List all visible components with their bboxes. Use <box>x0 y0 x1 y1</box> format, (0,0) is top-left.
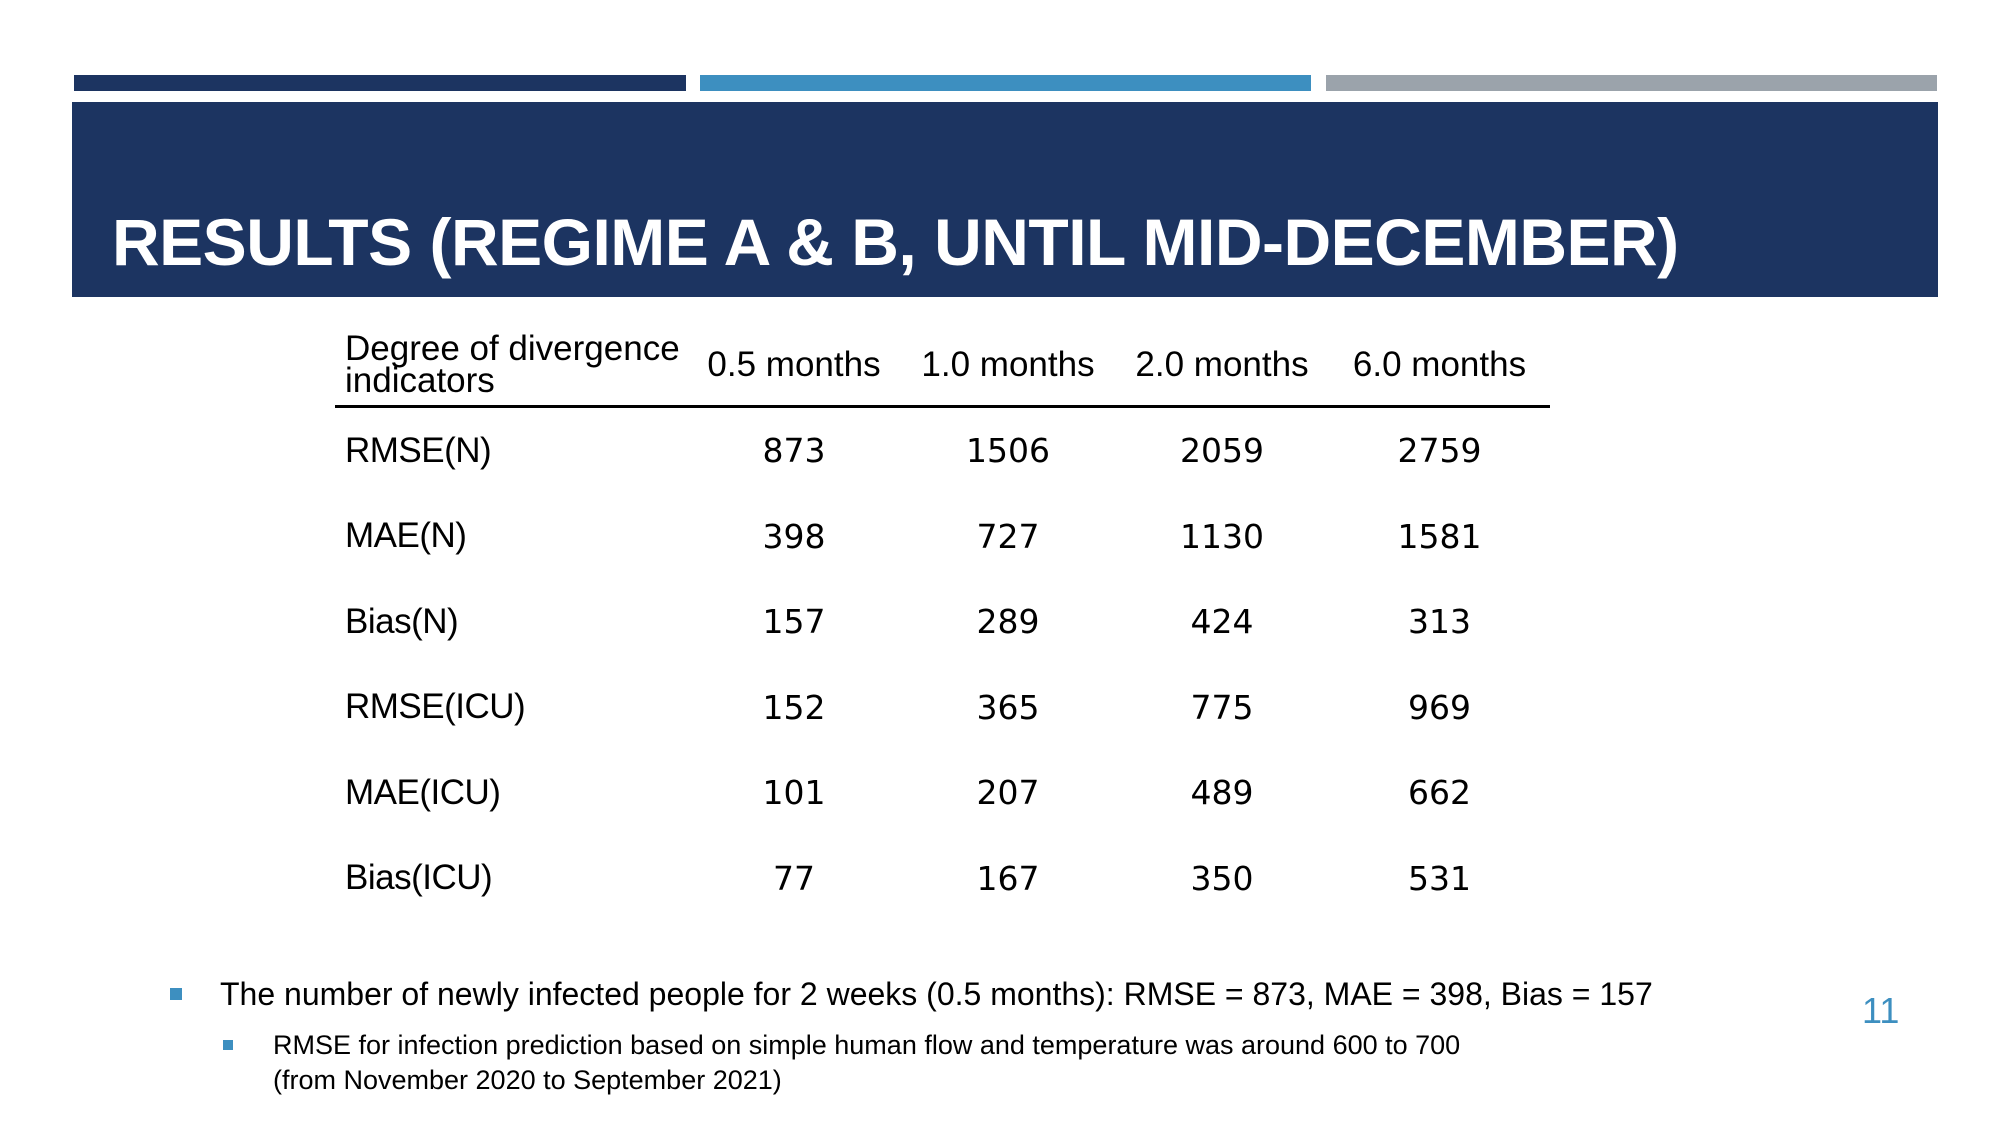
results-table-container: Degree of divergence indicators 0.5 mont… <box>335 325 1550 921</box>
row-label: MAE(ICU) <box>345 772 501 812</box>
cell-value: 727 <box>976 516 1040 556</box>
table-row: MAE(ICU) 101 207 489 662 <box>335 750 1550 836</box>
bullet-item-sub: RMSE for infection prediction based on s… <box>223 1028 1870 1098</box>
cell-value: 398 <box>762 516 826 556</box>
accent-bar-blue <box>700 75 1311 91</box>
table-row: RMSE(ICU) 152 365 775 969 <box>335 665 1550 751</box>
cell-value: 969 <box>1408 687 1471 727</box>
cell-value: 101 <box>762 773 826 813</box>
cell-value: 775 <box>1190 687 1254 727</box>
bullet-item-main: The number of newly infected people for … <box>170 972 1870 1016</box>
title-band: RESULTS (REGIME A & B, UNTIL MID-DECEMBE… <box>72 102 1938 297</box>
bullet-list: The number of newly infected people for … <box>170 972 1870 1098</box>
table-row: MAE(N) 398 727 1130 1581 <box>335 494 1550 580</box>
row-label: RMSE(ICU) <box>345 687 526 727</box>
accent-bar-gray <box>1326 75 1937 91</box>
table-row: Bias(N) 157 289 424 313 <box>335 579 1550 665</box>
header-2-0-months: 2.0 months <box>1115 325 1329 408</box>
cell-value: 167 <box>976 858 1040 898</box>
cell-value: 350 <box>1190 858 1254 898</box>
cell-value: 207 <box>976 773 1040 813</box>
cell-value: 313 <box>1408 602 1471 642</box>
cell-value: 531 <box>1408 858 1471 898</box>
bullet-text-sub-line2: (from November 2020 to September 2021) <box>273 1065 782 1095</box>
bullet-text-sub-line1: RMSE for infection prediction based on s… <box>273 1030 1461 1060</box>
header-1-0-months: 1.0 months <box>901 325 1115 408</box>
cell-value: 662 <box>1408 773 1471 813</box>
cell-value: 2059 <box>1180 431 1264 471</box>
cell-value: 289 <box>976 602 1040 642</box>
header-0-5-months: 0.5 months <box>687 325 901 408</box>
row-label: Bias(ICU) <box>345 858 493 898</box>
cell-value: 1506 <box>966 431 1050 471</box>
results-table: Degree of divergence indicators 0.5 mont… <box>335 325 1550 921</box>
cell-value: 152 <box>762 687 826 727</box>
row-label: RMSE(N) <box>345 430 492 470</box>
row-label: MAE(N) <box>345 516 467 556</box>
cell-value: 1130 <box>1180 516 1264 556</box>
cell-value: 1581 <box>1397 516 1482 556</box>
cell-value: 489 <box>1190 773 1254 813</box>
cell-value: 157 <box>762 602 826 642</box>
slide-title: RESULTS (REGIME A & B, UNTIL MID-DECEMBE… <box>112 205 1679 279</box>
accent-bar-navy <box>74 75 686 91</box>
cell-value: 2759 <box>1397 431 1482 471</box>
square-bullet-icon <box>223 1040 233 1050</box>
table-row: Bias(ICU) 77 167 350 531 <box>335 836 1550 922</box>
page-number: 11 <box>1862 990 1900 1031</box>
square-bullet-icon <box>170 988 182 1000</box>
table-row: RMSE(N) 873 1506 2059 2759 <box>335 407 1550 494</box>
cell-value: 365 <box>976 687 1040 727</box>
bullet-text-main: The number of newly infected people for … <box>220 976 1653 1012</box>
table-header-row: Degree of divergence indicators 0.5 mont… <box>335 325 1550 408</box>
cell-value: 873 <box>762 431 826 471</box>
header-indicator: Degree of divergence indicators <box>335 325 687 408</box>
cell-value: 77 <box>773 858 815 898</box>
row-label: Bias(N) <box>345 601 459 641</box>
cell-value: 424 <box>1190 602 1254 642</box>
header-6-0-months: 6.0 months <box>1329 325 1550 408</box>
